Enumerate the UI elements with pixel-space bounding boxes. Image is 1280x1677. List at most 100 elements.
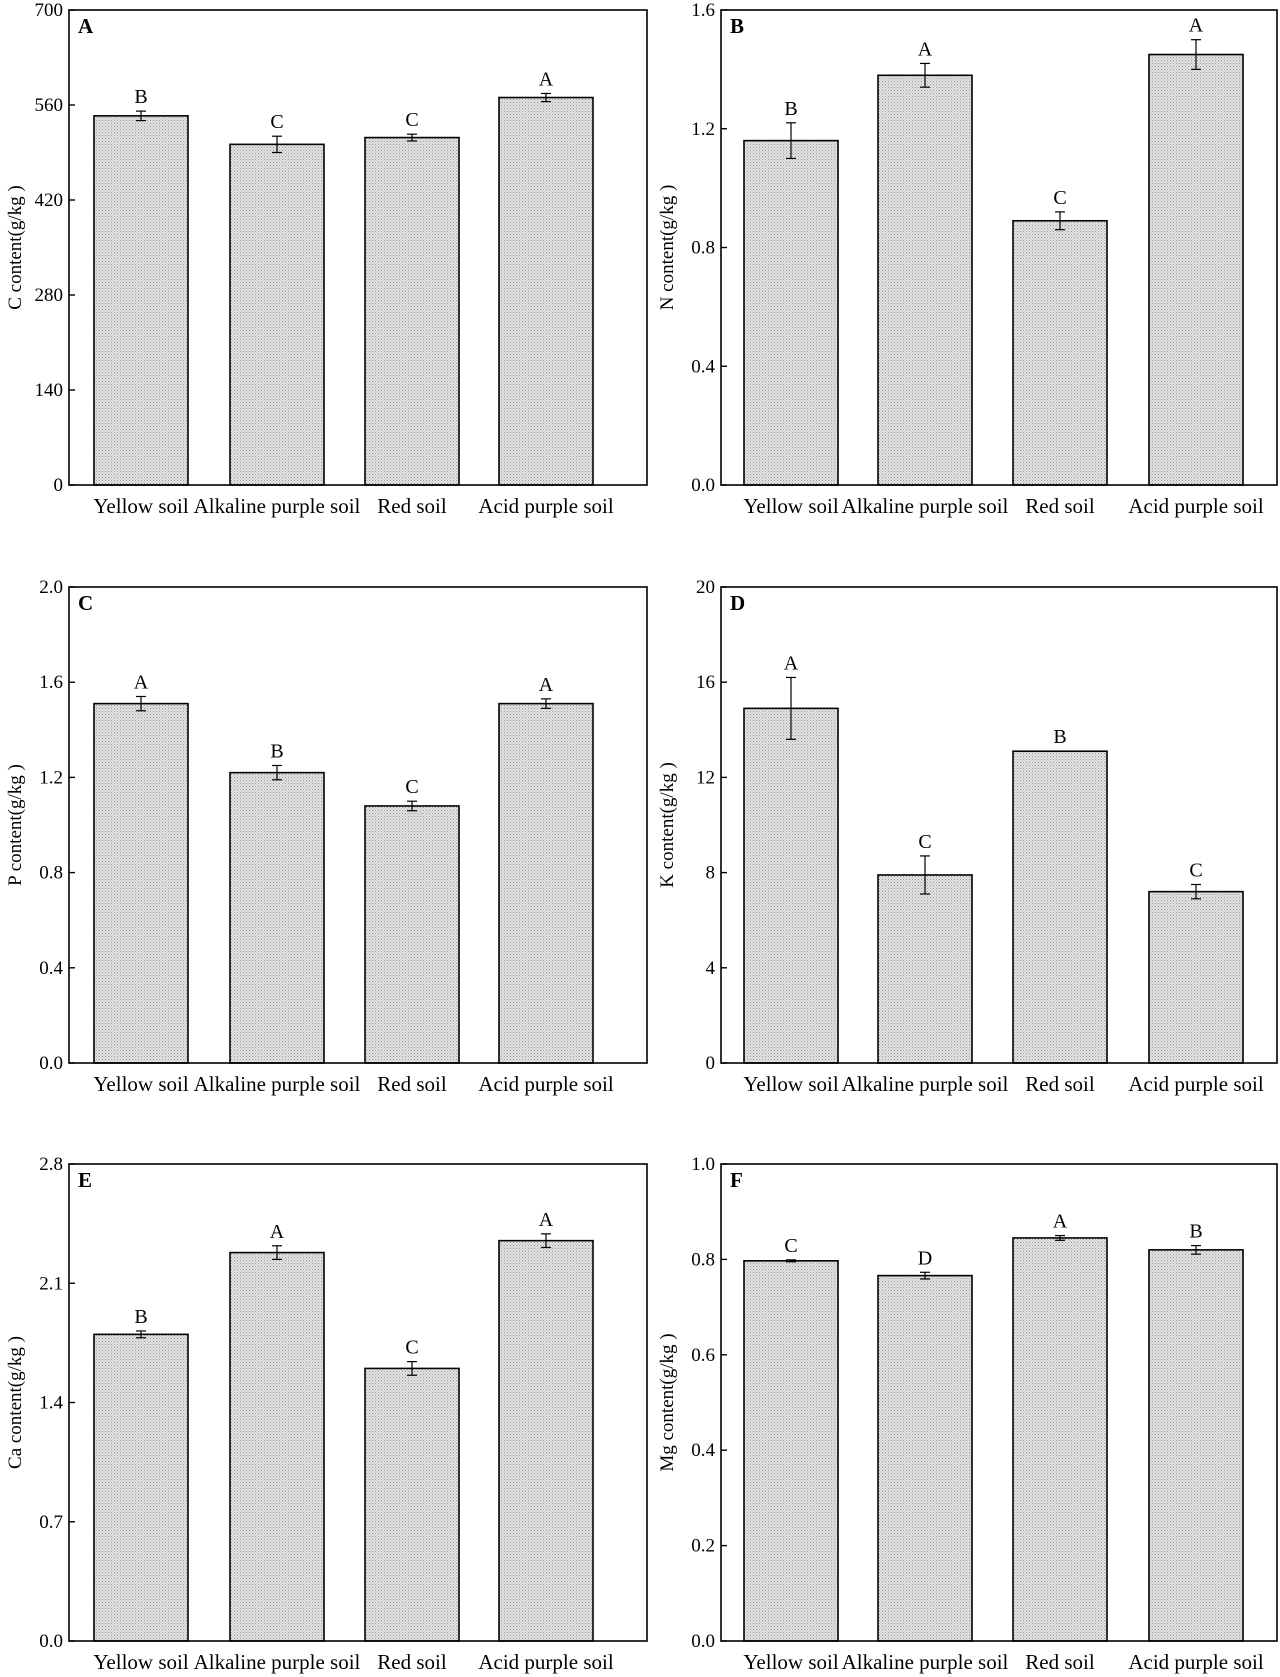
y-axis-title: K content(g/kg )	[657, 762, 678, 888]
y-tick-label: 0.0	[39, 1053, 63, 1074]
y-axis-title: P content(g/kg )	[5, 764, 26, 886]
x-category-label: Alkaline purple soil	[842, 1072, 1009, 1096]
panel-letter: F	[730, 1168, 743, 1192]
x-category-label: Yellow soil	[743, 494, 838, 518]
y-tick-label: 2.1	[39, 1273, 63, 1294]
y-tick-label: 1.4	[39, 1393, 63, 1414]
y-tick-label: 0.7	[39, 1512, 63, 1533]
panel-letter: A	[78, 14, 94, 38]
y-tick-label: 0.8	[691, 1249, 715, 1270]
significance-letter: C	[405, 776, 418, 798]
bar	[1012, 1237, 1108, 1642]
x-category-label: Acid purple soil	[478, 1650, 613, 1674]
bar	[364, 805, 460, 1064]
plot-frame	[720, 586, 1278, 1064]
significance-letter: A	[270, 1221, 285, 1243]
significance-letter: C	[405, 109, 418, 131]
y-tick-label: 1.6	[691, 0, 715, 21]
plot-frame	[68, 9, 648, 486]
significance-letter: A	[539, 1209, 554, 1231]
plot-frame	[720, 1163, 1278, 1642]
y-tick-label: 16	[696, 672, 715, 693]
bar	[1148, 1249, 1244, 1642]
y-tick-label: 2.8	[39, 1154, 63, 1175]
y-tick-label: 1.0	[691, 1154, 715, 1175]
bar	[877, 1274, 973, 1642]
y-tick-label: 0	[54, 475, 64, 496]
significance-letter: C	[405, 1337, 418, 1359]
significance-letter: B	[134, 1306, 147, 1328]
panel-letter: B	[730, 14, 744, 38]
bar	[229, 771, 325, 1064]
bar	[743, 707, 839, 1064]
y-tick-label: 1.2	[39, 767, 63, 788]
y-axis-title: C content(g/kg )	[5, 185, 26, 310]
y-axis-title: Ca content(g/kg )	[5, 1336, 26, 1469]
significance-letter: C	[918, 831, 931, 853]
bar	[93, 702, 189, 1064]
significance-letter: D	[918, 1247, 932, 1269]
y-tick-label: 1.2	[691, 119, 715, 140]
x-category-label: Acid purple soil	[1128, 1650, 1263, 1674]
x-category-label: Alkaline purple soil	[194, 1072, 361, 1096]
x-category-label: Acid purple soil	[478, 1072, 613, 1096]
panel-letter: D	[730, 591, 745, 615]
x-category-label: Acid purple soil	[1128, 494, 1263, 518]
x-category-label: Red soil	[1025, 494, 1095, 518]
x-category-label: Yellow soil	[93, 494, 188, 518]
y-tick-label: 1.6	[39, 672, 63, 693]
significance-letter: C	[1053, 187, 1066, 209]
x-category-label: Red soil	[377, 494, 447, 518]
y-tick-label: 0.4	[39, 958, 63, 979]
y-tick-label: 0.4	[691, 1440, 715, 1461]
significance-letter: A	[784, 652, 799, 674]
y-tick-label: 140	[35, 380, 64, 401]
significance-letter: B	[134, 86, 147, 108]
y-tick-label: 0	[706, 1053, 716, 1074]
bar	[743, 139, 839, 486]
bar	[1012, 750, 1108, 1064]
x-category-label: Alkaline purple soil	[194, 1650, 361, 1674]
y-tick-label: 0.4	[691, 356, 715, 377]
y-tick-label: 0.0	[39, 1631, 63, 1652]
significance-letter: B	[1189, 1221, 1202, 1243]
panel-letter: E	[78, 1168, 92, 1192]
bar	[498, 702, 594, 1064]
y-tick-label: 4	[706, 958, 716, 979]
x-category-label: Acid purple soil	[1128, 1072, 1263, 1096]
y-tick-label: 20	[696, 577, 715, 598]
significance-letter: A	[134, 671, 149, 693]
y-tick-label: 0.8	[39, 863, 63, 884]
x-category-label: Yellow soil	[743, 1650, 838, 1674]
significance-letter: B	[270, 741, 283, 763]
y-axis-title: N content(g/kg )	[657, 185, 678, 311]
chart-panel-f: C D A B 0.0 0.2 0.4 0.6 0.8 1.0 Yellow soil Alkalin…	[657, 1154, 1278, 1674]
bar	[1148, 53, 1244, 486]
bar	[364, 1367, 460, 1642]
bar	[877, 874, 973, 1064]
significance-letter: A	[1053, 1211, 1068, 1233]
bar	[877, 74, 973, 486]
significance-letter: A	[918, 38, 933, 60]
chart-panel-c: A B C A 0.0 0.4 0.8 1.2 1.6 2.0 Yellow soil Alkalin…	[5, 577, 648, 1096]
significance-letter: A	[539, 674, 554, 696]
significance-letter: B	[784, 98, 797, 120]
bar	[364, 136, 460, 486]
y-tick-label: 420	[35, 190, 64, 211]
significance-letter: B	[1053, 726, 1066, 748]
chart-panel-a: B C C A 0 140 280 420 560 700 Yellow soil Alkaline …	[5, 0, 648, 518]
y-tick-label: 0.6	[691, 1345, 715, 1366]
x-category-label: Acid purple soil	[478, 494, 613, 518]
x-category-label: Red soil	[377, 1072, 447, 1096]
y-tick-label: 280	[35, 285, 64, 306]
chart-panel-e: B A C A 0.0 0.7 1.4 2.1 2.8 Yellow soil Alkaline p…	[5, 1154, 648, 1674]
significance-letter: A	[1189, 15, 1204, 37]
x-category-label: Yellow soil	[93, 1650, 188, 1674]
significance-letter: C	[270, 111, 283, 133]
y-tick-label: 560	[35, 95, 64, 116]
y-tick-label: 2.0	[39, 577, 63, 598]
bar	[229, 143, 325, 486]
y-tick-label: 700	[35, 0, 64, 21]
x-category-label: Red soil	[377, 1650, 447, 1674]
